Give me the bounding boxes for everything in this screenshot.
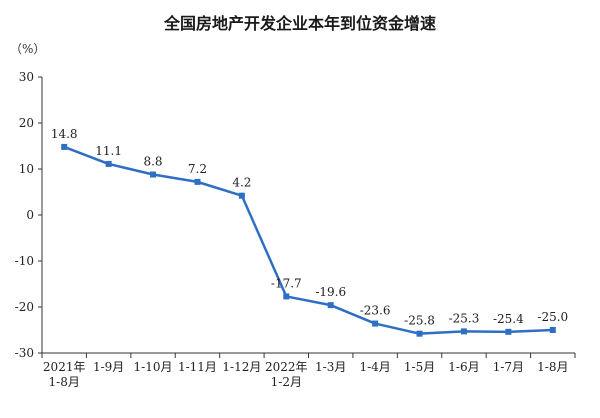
x-tick-label: 1-8月 — [49, 375, 80, 389]
x-tick-label: 1-10月 — [134, 360, 173, 374]
y-tick-label: -30 — [15, 346, 34, 360]
data-label: -17.7 — [271, 276, 302, 290]
y-tick-label: 30 — [19, 70, 34, 84]
x-tick-label: 1-4月 — [359, 360, 390, 374]
data-label: -25.4 — [493, 312, 524, 326]
x-tick-label: 1-7月 — [493, 360, 524, 374]
data-point — [61, 143, 68, 150]
data-label: -19.6 — [315, 285, 346, 299]
data-point — [460, 328, 467, 335]
series-polyline — [63, 145, 553, 335]
x-tick-label: 2022年 — [265, 360, 308, 374]
data-label: -25.0 — [537, 310, 568, 324]
x-tick-label: 1-3月 — [315, 360, 346, 374]
y-tick-label: -10 — [15, 254, 34, 268]
x-tick-label: 1-11月 — [178, 360, 217, 374]
data-label: -25.3 — [449, 311, 480, 325]
data-labels: 14.8 11.1 8.8 7.2 4.2 -17.7 -19.6 -23.6 -25.8 -25… — [51, 127, 568, 328]
data-point — [105, 160, 112, 167]
data-label: 11.1 — [95, 144, 122, 158]
data-point — [238, 192, 245, 199]
x-tick-label: 1-5月 — [404, 360, 435, 374]
data-label: 8.8 — [143, 155, 162, 169]
y-axis-unit: （%） — [10, 42, 46, 56]
y-tick-label: -20 — [15, 300, 34, 314]
x-tick-label: 1-9月 — [93, 360, 124, 374]
data-label: -23.6 — [360, 304, 391, 318]
data-point — [372, 320, 379, 327]
data-point — [505, 328, 512, 335]
data-point — [150, 171, 157, 178]
x-tick-label: 1-8月 — [537, 360, 568, 374]
x-tick-label: 1-2月 — [271, 375, 302, 389]
data-point — [194, 178, 201, 185]
data-point — [327, 302, 334, 309]
data-label: -25.8 — [404, 314, 435, 328]
x-tick-label: 2021年 — [43, 360, 86, 374]
y-tick-label: 0 — [26, 208, 34, 222]
x-tick-label: 1-6月 — [448, 360, 479, 374]
y-tick-label: 10 — [19, 162, 34, 176]
data-point — [283, 293, 290, 300]
chart-title: 全国房地产开发企业本年到位资金增速 — [163, 14, 436, 33]
data-label: 7.2 — [188, 162, 207, 176]
y-tick-label: 20 — [19, 116, 34, 130]
series-line — [61, 143, 556, 337]
data-label: 4.2 — [232, 176, 251, 190]
data-point — [549, 327, 556, 333]
data-label: 14.8 — [51, 127, 78, 141]
x-tick-label: 1-12月 — [222, 360, 261, 374]
data-point — [416, 330, 423, 337]
